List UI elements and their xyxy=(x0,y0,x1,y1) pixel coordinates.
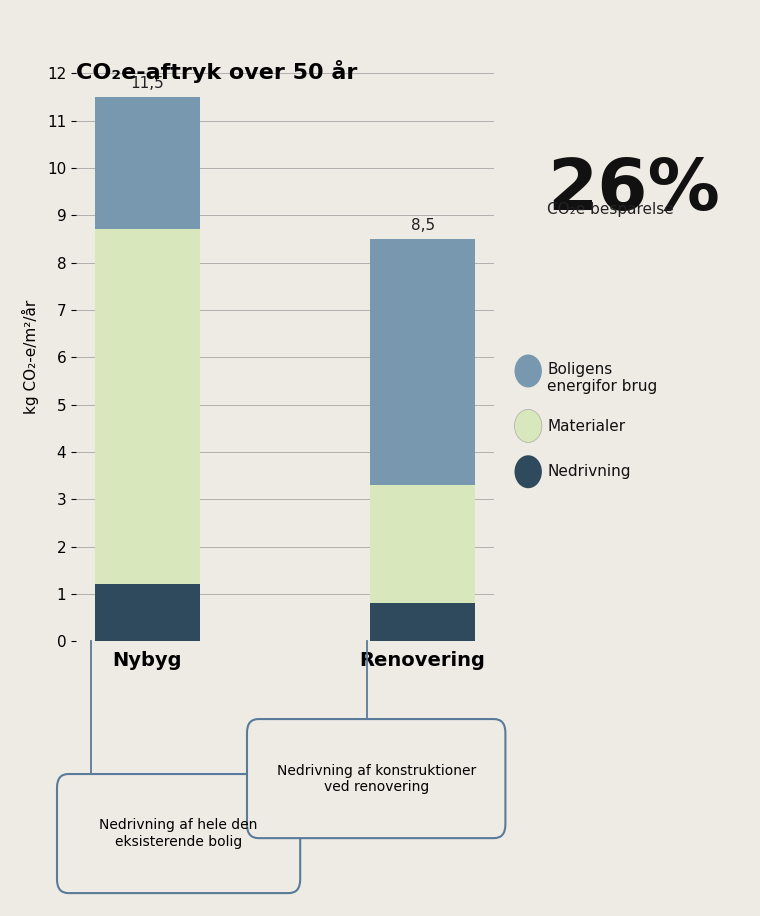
Text: Nedrivning: Nedrivning xyxy=(547,464,631,479)
Bar xyxy=(370,485,475,604)
Text: 8,5: 8,5 xyxy=(410,218,435,234)
Text: 11,5: 11,5 xyxy=(131,76,164,92)
Text: CO₂e-aftryk over 50 år: CO₂e-aftryk over 50 år xyxy=(76,60,357,82)
Bar xyxy=(370,239,475,485)
Text: Boligens
energifor brug: Boligens energifor brug xyxy=(547,362,657,394)
Bar xyxy=(370,604,475,641)
Text: CO₂e besparelse: CO₂e besparelse xyxy=(547,202,674,216)
Text: 26%: 26% xyxy=(547,156,720,224)
Y-axis label: kg CO₂-e/m²/år: kg CO₂-e/m²/år xyxy=(22,300,39,414)
Bar xyxy=(95,230,200,584)
Text: Materialer: Materialer xyxy=(547,419,625,433)
Bar xyxy=(95,97,200,230)
Text: Nedrivning af hele den
eksisterende bolig: Nedrivning af hele den eksisterende boli… xyxy=(100,819,258,848)
Bar xyxy=(95,584,200,641)
Text: Nedrivning af konstruktioner
ved renovering: Nedrivning af konstruktioner ved renover… xyxy=(277,764,476,793)
